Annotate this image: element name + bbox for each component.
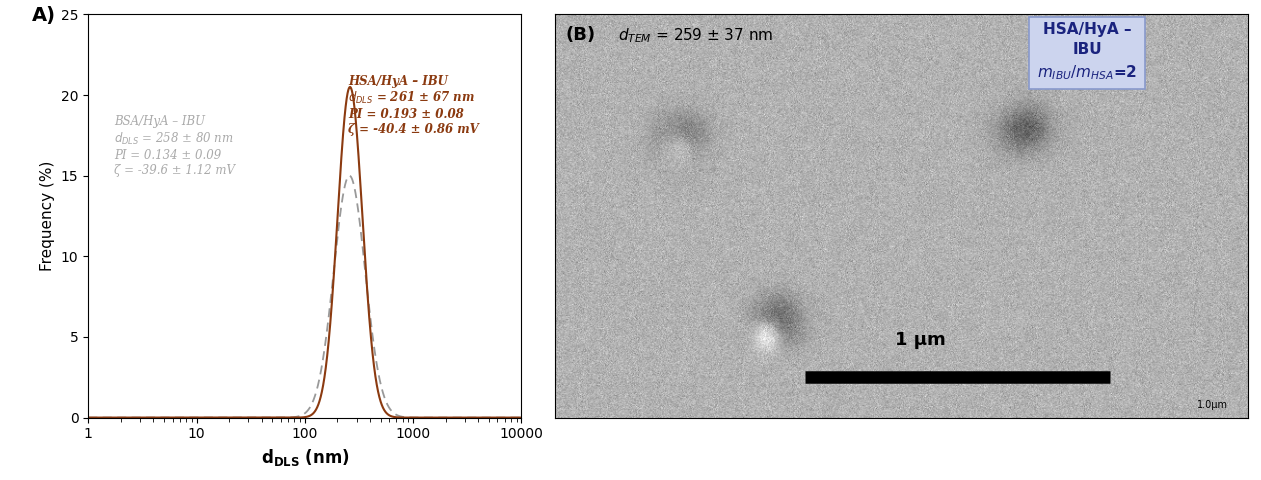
Text: HSA/HyA –
IBU
$m_{IBU}/m_{HSA}$=2: HSA/HyA – IBU $m_{IBU}/m_{HSA}$=2 (1037, 23, 1137, 82)
Text: 1.0μm: 1.0μm (1197, 399, 1228, 409)
Text: (B): (B) (566, 26, 595, 45)
Text: HSA/HyA – IBU
$d_{DLS}$ = 261 ± 67 nm
PI = 0.193 ± 0.08
ζ = -40.4 ± 0.86 mV: HSA/HyA – IBU $d_{DLS}$ = 261 ± 67 nm PI… (348, 75, 479, 136)
Text: A): A) (32, 6, 55, 25)
Text: 1 μm: 1 μm (895, 331, 946, 349)
Text: $d_{TEM}$ = 259 ± 37 nm: $d_{TEM}$ = 259 ± 37 nm (618, 26, 773, 45)
X-axis label: $\mathbf{d_{DLS}}$ $\mathbf{(nm)}$: $\mathbf{d_{DLS}}$ $\mathbf{(nm)}$ (261, 447, 349, 468)
Y-axis label: Frequency (%): Frequency (%) (40, 161, 55, 271)
Text: BSA/HyA – IBU
$d_{DLS}$ = 258 ± 80 nm
PI = 0.134 ± 0.09
ζ = -39.6 ± 1.12 mV: BSA/HyA – IBU $d_{DLS}$ = 258 ± 80 nm PI… (115, 115, 236, 177)
